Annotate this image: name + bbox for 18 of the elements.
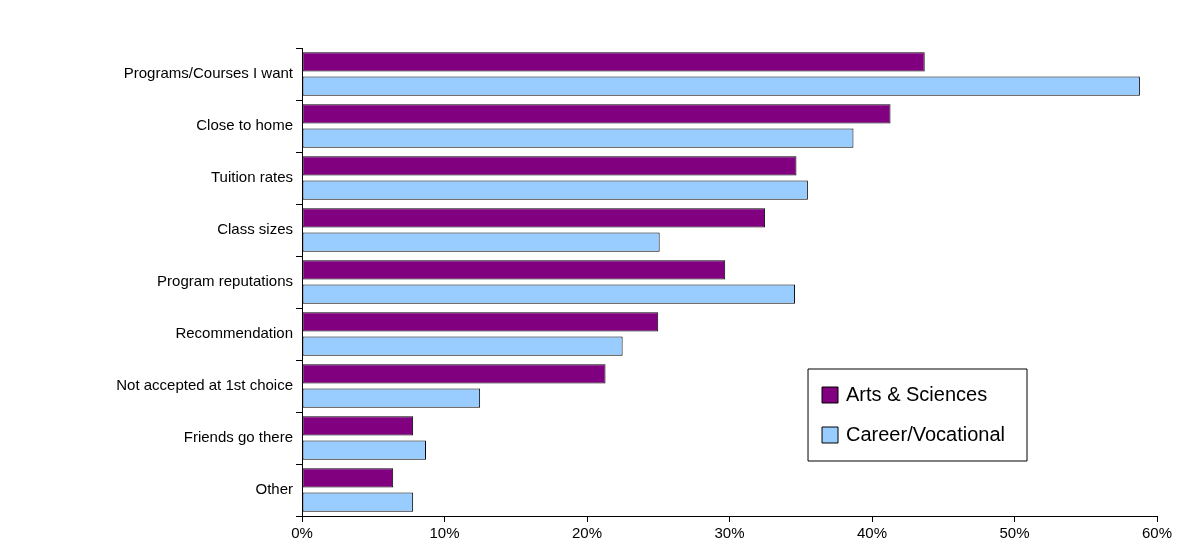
x-tick-label: 40% (856, 524, 888, 542)
x-tick-label: 0% (291, 524, 313, 542)
legend-label: Arts & Sciences (846, 382, 988, 405)
y-tick-label: Other (255, 480, 293, 498)
x-tick-label: 10% (429, 524, 460, 542)
y-tick-label: Program reputations (157, 272, 293, 290)
y-tick-label: Close to home (196, 116, 293, 134)
y-tick-label: Tuition rates (211, 168, 293, 186)
y-tick-label: Programs/Courses I want (123, 64, 294, 82)
x-tick-label: 50% (999, 524, 1030, 542)
x-tick-label: 20% (571, 524, 603, 542)
legend-label: Career/Vocational (846, 422, 1005, 445)
x-tick-label: 60% (1141, 524, 1173, 542)
y-tick-label: Not accepted at 1st choice (116, 376, 293, 394)
y-tick-label: Friends go there (183, 428, 293, 446)
y-tick-label: Class sizes (217, 220, 293, 238)
x-tick-label: 30% (714, 524, 745, 542)
y-tick-label: Recommendation (175, 324, 293, 342)
